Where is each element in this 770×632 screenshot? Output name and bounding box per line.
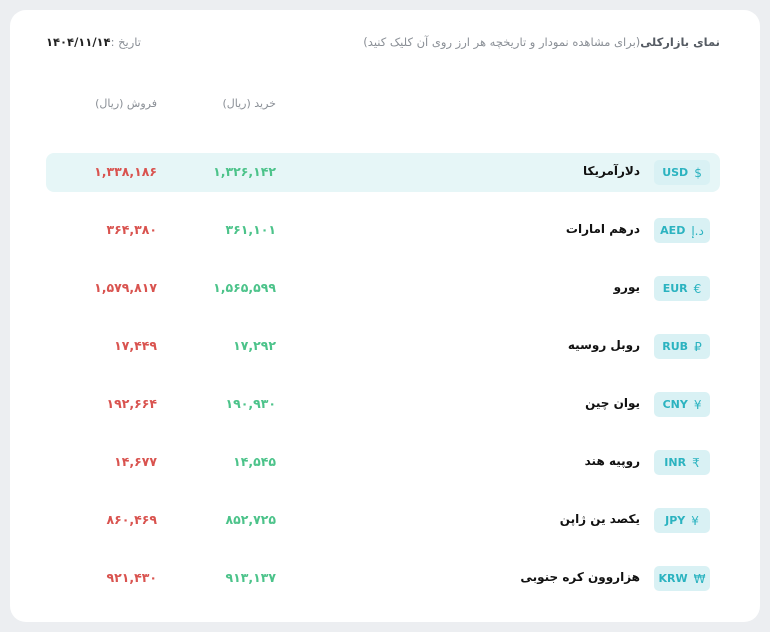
- currency-name: دلارآمریکا: [583, 164, 640, 178]
- sell-price: ۱۹۲,۶۶۴: [106, 396, 157, 411]
- buy-price: ۱۴,۵۴۵: [233, 454, 276, 469]
- title-hint: (برای مشاهده نمودار و تاریخچه هر ارز روی…: [363, 35, 641, 49]
- currency-code: EUR: [662, 282, 688, 295]
- currency-badge: ¥ JPY: [654, 508, 710, 533]
- sell-price: ۱۷,۴۴۹: [114, 338, 157, 353]
- currency-symbol-icon: د.إ: [691, 223, 704, 238]
- currency-row-inr[interactable]: ₹ INR روپیه هند ۱۴,۵۴۵ ۱۴,۶۷۷: [46, 443, 720, 482]
- currency-name: درهم امارات: [565, 222, 640, 236]
- currency-row-krw[interactable]: ₩ KRW هزاروون کره جنوبی ۹۱۳,۱۳۷ ۹۲۱,۴۳۰: [46, 559, 720, 598]
- buy-price: ۳۶۱,۱۰۱: [225, 222, 276, 237]
- sell-price: ۱,۵۷۹,۸۱۷: [94, 280, 157, 295]
- currency-name: یکصد ین ژاپن: [559, 512, 640, 526]
- currency-code: USD: [662, 166, 689, 179]
- sell-price: ۸۶۰,۴۶۹: [106, 512, 157, 527]
- buy-price: ۱۷,۲۹۲: [233, 338, 276, 353]
- market-overview-card: [10, 10, 760, 622]
- currency-badge: € EUR: [654, 276, 710, 301]
- currency-badge: $ USD: [654, 160, 710, 185]
- currency-row-cny[interactable]: ¥ CNY یوان چین ۱۹۰,۹۳۰ ۱۹۲,۶۶۴: [46, 385, 720, 424]
- date-value: ۱۴۰۴/۱۱/۱۴: [46, 35, 111, 49]
- column-header-buy: خرید (ریال): [222, 97, 276, 110]
- buy-price: ۸۵۲,۷۲۵: [225, 512, 276, 527]
- currency-code: KRW: [658, 572, 688, 585]
- currency-row-jpy[interactable]: ¥ JPY یکصد ین ژاپن ۸۵۲,۷۲۵ ۸۶۰,۴۶۹: [46, 501, 720, 540]
- currency-symbol-icon: ¥: [693, 397, 702, 412]
- currency-row-rub[interactable]: ₽ RUB روبل روسیه ۱۷,۲۹۲ ۱۷,۴۴۹: [46, 327, 720, 366]
- currency-badge: د.إ AED: [654, 218, 710, 243]
- currency-name: هزاروون کره جنوبی: [520, 570, 640, 584]
- sell-price: ۹۲۱,۴۳۰: [106, 570, 157, 585]
- currency-symbol-icon: €: [693, 281, 702, 296]
- buy-price: ۱,۳۲۶,۱۴۲: [213, 164, 276, 179]
- currency-badge: ¥ CNY: [654, 392, 710, 417]
- currency-badge: ₩ KRW: [654, 566, 710, 591]
- currency-badge: ₹ INR: [654, 450, 710, 475]
- currency-code: AED: [660, 224, 686, 237]
- currency-symbol-icon: $: [694, 165, 702, 180]
- currency-name: یوان چین: [585, 396, 640, 410]
- sell-price: ۱۴,۶۷۷: [114, 454, 157, 469]
- currency-code: CNY: [662, 398, 688, 411]
- currency-symbol-icon: ¥: [691, 513, 699, 528]
- date-label: تاریخ :: [110, 35, 141, 49]
- date-display: تاریخ :۱۴۰۴/۱۱/۱۴: [46, 35, 141, 49]
- column-header-sell: فروش (ریال): [95, 97, 157, 110]
- currency-symbol-icon: ₹: [692, 455, 700, 470]
- currency-code: JPY: [665, 514, 686, 527]
- currency-symbol-icon: ₩: [693, 571, 706, 586]
- currency-code: INR: [664, 456, 687, 469]
- currency-symbol-icon: ₽: [694, 339, 702, 354]
- title-bold: نمای بازارکلی: [640, 35, 720, 49]
- sell-price: ۳۶۴,۳۸۰: [106, 222, 157, 237]
- buy-price: ۹۱۳,۱۳۷: [225, 570, 276, 585]
- buy-price: ۱,۵۶۵,۵۹۹: [213, 280, 276, 295]
- currency-row-aed[interactable]: د.إ AED درهم امارات ۳۶۱,۱۰۱ ۳۶۴,۳۸۰: [46, 211, 720, 250]
- currency-name: یورو: [613, 280, 640, 294]
- currency-code: RUB: [662, 340, 689, 353]
- buy-price: ۱۹۰,۹۳۰: [225, 396, 276, 411]
- currency-row-usd[interactable]: $ USD دلارآمریکا ۱,۳۲۶,۱۴۲ ۱,۳۳۸,۱۸۶: [46, 153, 720, 192]
- currency-row-eur[interactable]: € EUR یورو ۱,۵۶۵,۵۹۹ ۱,۵۷۹,۸۱۷: [46, 269, 720, 308]
- currency-name: روپیه هند: [584, 454, 640, 468]
- page-title: نمای بازارکلی(برای مشاهده نمودار و تاریخ…: [363, 35, 720, 49]
- currency-badge: ₽ RUB: [654, 334, 710, 359]
- currency-name: روبل روسیه: [567, 338, 640, 352]
- sell-price: ۱,۳۳۸,۱۸۶: [94, 164, 157, 179]
